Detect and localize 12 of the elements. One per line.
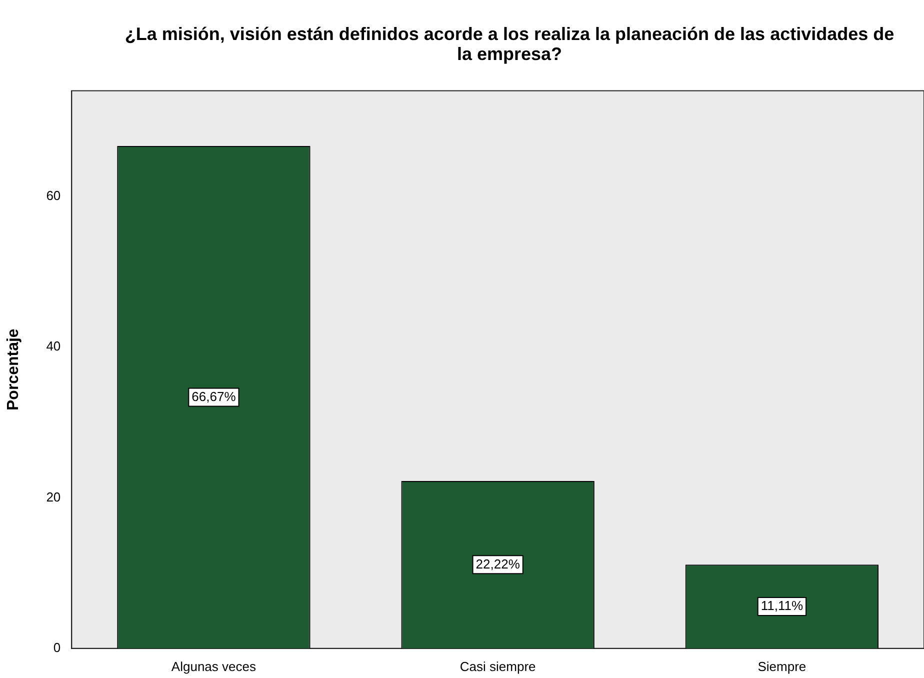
y-axis-title: Porcentaje: [5, 328, 22, 411]
y-tick-label: 40: [46, 338, 61, 354]
x-tick-label: Casi siempre: [460, 658, 536, 674]
data-label: 66,67%: [192, 388, 236, 404]
data-label: 22,22%: [476, 556, 520, 572]
data-label: 11,11%: [760, 598, 804, 614]
x-tick-label: Siempre: [758, 658, 806, 674]
y-tick-label: 0: [53, 640, 61, 655]
y-tick-label: 60: [46, 188, 61, 203]
y-tick-label: 20: [46, 489, 61, 504]
chart-title: ¿La misión, visión están definidos acorde a los realiza la planeación de las actividades de la empresa?: [124, 24, 896, 64]
x-tick-label: Algunas veces: [171, 658, 256, 674]
